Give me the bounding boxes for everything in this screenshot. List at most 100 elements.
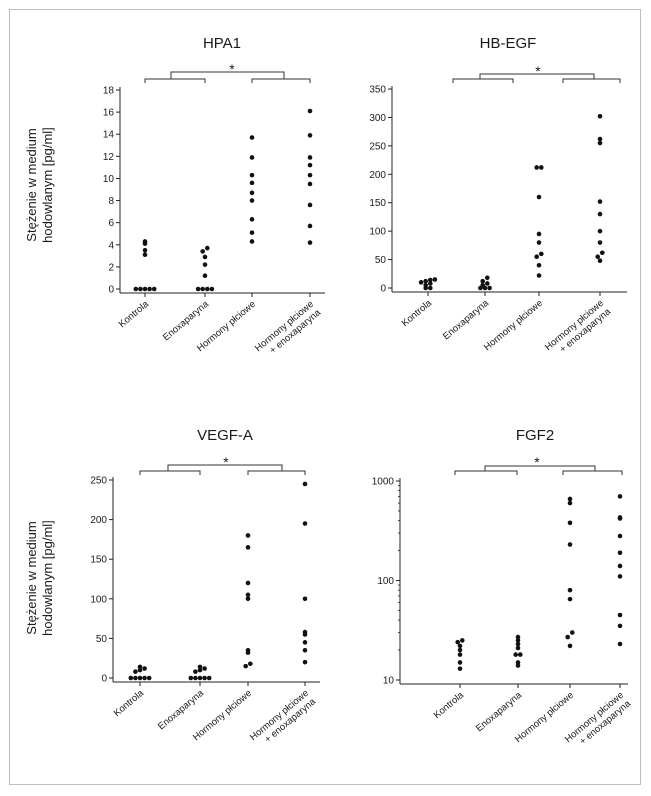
data-point — [249, 217, 255, 222]
data-point — [617, 612, 623, 618]
data-point — [515, 638, 521, 643]
data-point — [188, 675, 194, 681]
data-point — [243, 663, 248, 669]
data-point — [597, 140, 603, 146]
data-point — [138, 286, 143, 292]
x-tick-label-line: Kontrola — [432, 689, 467, 721]
data-point — [457, 643, 463, 649]
chart-title: HB-EGF — [480, 35, 537, 52]
x-tick-label-hormony-płciowe: Hormony płciowe+ enoxaparyna — [248, 687, 319, 751]
y-tick-label: 0 — [108, 285, 114, 296]
data-point — [206, 675, 212, 681]
y-axis-label-bottom-line1: Stężenie w medium — [24, 521, 39, 634]
data-point — [249, 180, 255, 186]
x-tick-label-hormony-płciowe: Hormony płciowe+ enoxaparyna — [253, 298, 324, 362]
data-point — [428, 285, 433, 291]
y-tick-label: 10 — [383, 676, 395, 687]
y-tick-label: 0 — [380, 284, 386, 295]
y-tick-label: 100 — [369, 227, 386, 238]
data-point — [617, 494, 623, 499]
panel-hb-egf: HB-EGF 0 50 100 150 200 250 300 350 Kontrola Enoxa… — [369, 35, 627, 355]
data-point — [193, 669, 198, 674]
data-point — [133, 286, 139, 292]
y-tick-label: 150 — [369, 198, 386, 209]
x-tick-label-enoxaparyna: Enoxaparyna — [474, 689, 525, 734]
data-point — [307, 162, 313, 168]
data-point — [205, 286, 210, 292]
data-point — [513, 652, 518, 657]
significance-star: * — [534, 454, 540, 470]
bracket-right-group — [247, 470, 306, 475]
data-point — [617, 533, 623, 539]
x-tick-label-enoxaparyna: Enoxaparyna — [156, 687, 207, 732]
data-point — [597, 258, 603, 264]
data-point — [539, 165, 544, 170]
data-point — [307, 240, 313, 245]
data-point — [567, 596, 573, 602]
data-point — [195, 286, 201, 292]
chart-title: FGF2 — [516, 427, 554, 444]
data-point — [597, 113, 603, 119]
data-point — [209, 286, 215, 292]
data-point — [597, 136, 603, 142]
data-point — [518, 652, 523, 657]
data-point — [142, 286, 148, 292]
data-point — [536, 231, 542, 237]
data-point — [457, 647, 463, 653]
data-point — [567, 542, 573, 547]
data-point — [534, 165, 539, 170]
data-point — [536, 240, 542, 245]
data-point — [617, 641, 623, 647]
significance-star: * — [229, 61, 235, 77]
x-tick-label-line: Hormony płciowe — [482, 298, 545, 353]
data-point — [597, 211, 603, 217]
y-tick-label: 50 — [96, 634, 108, 645]
chart-title: VEGF-A — [197, 427, 253, 444]
data-point — [515, 645, 521, 651]
data-point — [245, 533, 251, 538]
data-point — [307, 155, 313, 160]
data-point — [142, 252, 148, 258]
bracket-right-group — [562, 470, 623, 475]
data-point — [197, 667, 203, 673]
data-point — [567, 496, 573, 502]
y-tick-label: 300 — [369, 113, 386, 124]
data-point — [457, 660, 463, 665]
data-point — [302, 481, 308, 487]
data-point — [137, 664, 143, 670]
data-point — [565, 634, 570, 640]
significance-star: * — [535, 63, 541, 79]
data-point — [249, 190, 255, 196]
data-point — [487, 285, 492, 291]
data-point — [249, 172, 255, 178]
data-point — [307, 181, 313, 187]
data-point — [151, 286, 157, 292]
data-point — [249, 230, 255, 235]
data-point — [567, 520, 573, 526]
data-point — [202, 675, 207, 681]
data-point — [205, 245, 210, 251]
data-point — [302, 647, 308, 653]
y-tick-label: 100 — [90, 594, 107, 605]
data-point — [515, 634, 521, 640]
x-tick-label-enoxaparyna: Enoxaparyna — [441, 297, 492, 342]
y-axis-label-bottom-line2: hodowlanym [pg/ml] — [40, 520, 55, 636]
data-point — [133, 675, 138, 681]
data-point — [249, 198, 255, 203]
data-point — [478, 285, 483, 291]
data-point — [142, 241, 148, 246]
data-point — [457, 666, 463, 671]
data-point — [202, 666, 207, 671]
data-point — [617, 623, 623, 629]
data-point — [600, 250, 605, 256]
data-point — [536, 273, 542, 278]
data-point — [128, 675, 134, 681]
y-tick-label: 100 — [377, 576, 394, 587]
data-point — [142, 666, 147, 671]
y-tick-label: 16 — [103, 108, 115, 119]
data-point — [245, 592, 251, 598]
y-tick-label: 250 — [369, 141, 386, 152]
data-point — [302, 659, 308, 665]
data-point — [418, 280, 424, 285]
data-point — [245, 596, 251, 602]
